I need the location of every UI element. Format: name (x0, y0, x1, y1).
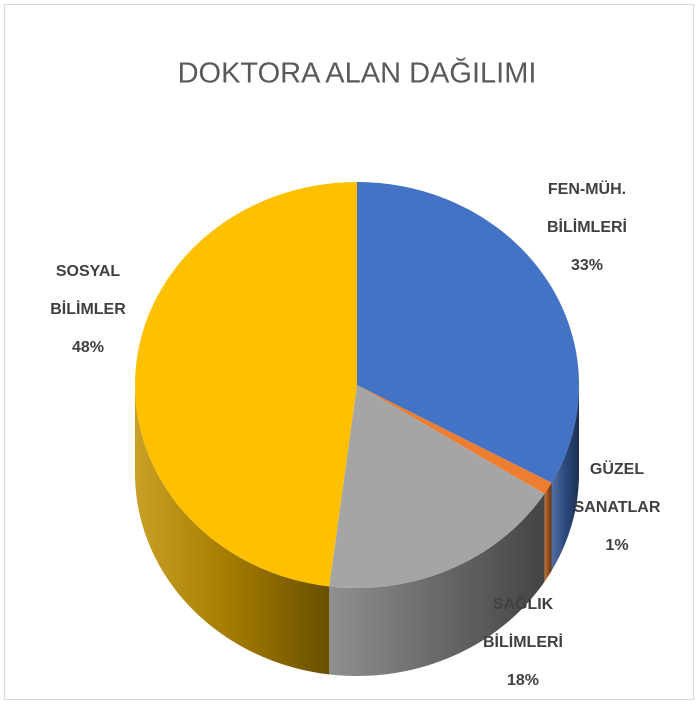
slice-side-shade (135, 385, 330, 675)
data-label: SOSYAL (56, 263, 121, 280)
slice (329, 385, 545, 588)
slice-side-shade (544, 482, 552, 582)
data-label-value: 1% (605, 537, 628, 554)
data-label: SANATLAR (574, 499, 661, 516)
data-label: GÜZEL (590, 459, 644, 478)
slice (357, 385, 552, 494)
data-label-value: 18% (507, 672, 539, 689)
data-label: BİLİMLERİ (547, 218, 627, 236)
data-label: BİLİMLER (50, 300, 126, 318)
data-label-value: 48% (72, 339, 104, 356)
data-label: FEN-MÜH. (548, 179, 626, 198)
slice (357, 182, 579, 483)
chart-title: DOKTORA ALAN DAĞILIMI (178, 57, 537, 90)
slice-side-shade (329, 493, 545, 676)
slice-side-shade (551, 385, 579, 571)
data-label: SAĞLIK (493, 594, 554, 613)
slice (135, 182, 357, 587)
data-label: BİLİMLERİ (483, 633, 563, 651)
data-label-value: 33% (571, 257, 603, 274)
